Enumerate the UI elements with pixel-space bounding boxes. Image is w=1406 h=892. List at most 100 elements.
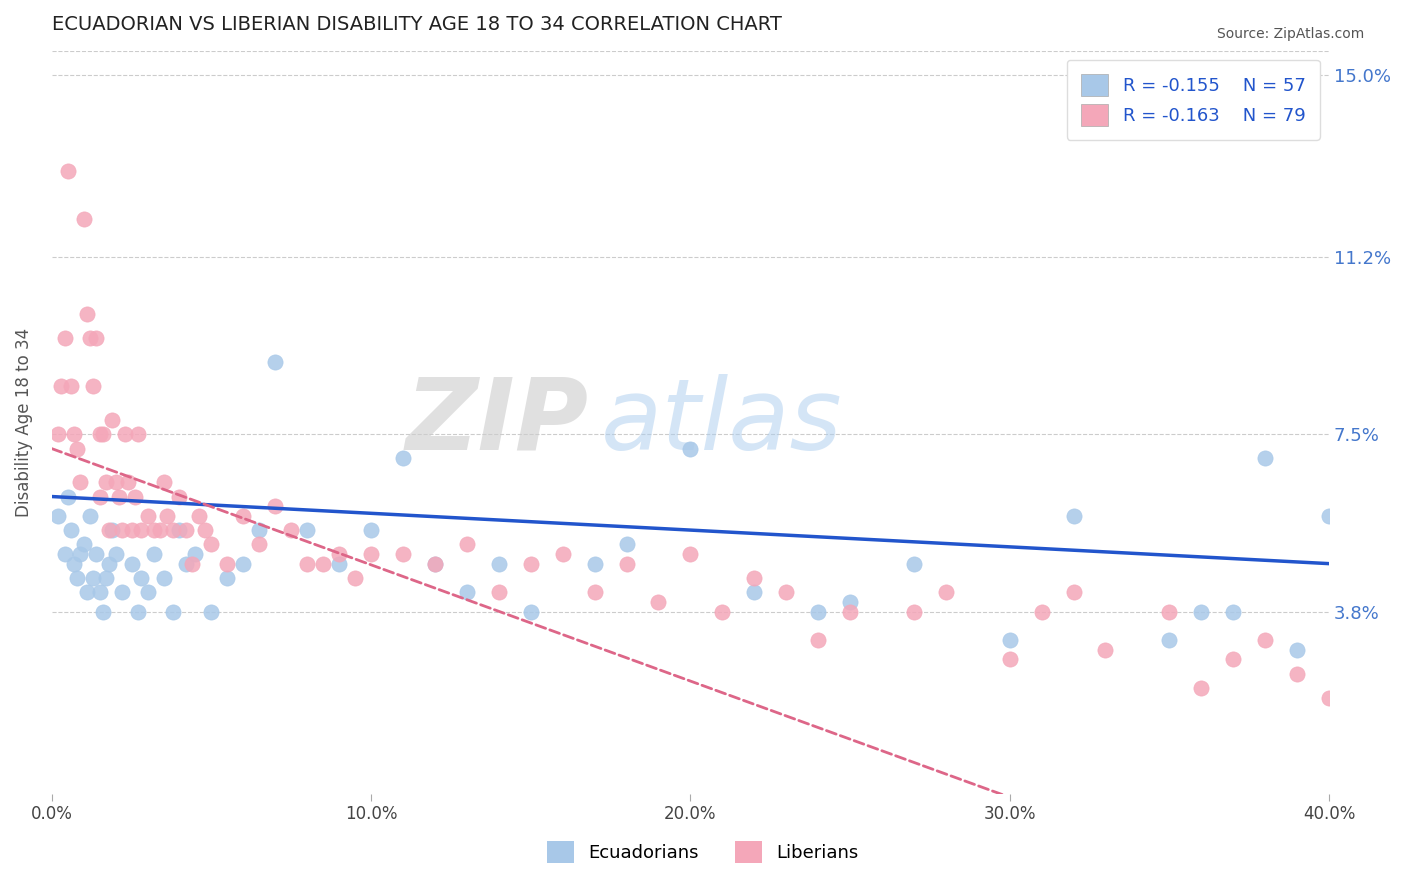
Point — [69, 475, 91, 490]
Point — [392, 547, 415, 561]
Point — [711, 605, 734, 619]
Point — [1334, 714, 1357, 729]
Point — [807, 633, 830, 648]
Point — [104, 475, 127, 490]
Point — [111, 585, 134, 599]
Point — [79, 508, 101, 523]
Point — [156, 508, 179, 523]
Point — [56, 163, 79, 178]
Point — [86, 331, 108, 345]
Point — [1286, 643, 1309, 657]
Point — [519, 557, 541, 571]
Point — [66, 571, 89, 585]
Point — [488, 557, 510, 571]
Point — [312, 557, 335, 571]
Point — [53, 547, 76, 561]
Point — [280, 523, 302, 537]
Point — [1094, 643, 1116, 657]
Point — [174, 557, 197, 571]
Text: atlas: atlas — [600, 374, 842, 471]
Point — [616, 557, 638, 571]
Point — [91, 427, 114, 442]
Point — [98, 557, 121, 571]
Point — [63, 427, 86, 442]
Point — [1222, 652, 1244, 666]
Point — [616, 537, 638, 551]
Point — [519, 605, 541, 619]
Point — [679, 547, 702, 561]
Point — [232, 557, 254, 571]
Legend: R = -0.155    N = 57, R = -0.163    N = 79: R = -0.155 N = 57, R = -0.163 N = 79 — [1067, 60, 1320, 140]
Point — [264, 499, 287, 513]
Point — [998, 652, 1021, 666]
Point — [181, 557, 204, 571]
Point — [247, 523, 270, 537]
Point — [46, 427, 69, 442]
Point — [53, 331, 76, 345]
Point — [94, 571, 117, 585]
Point — [89, 490, 111, 504]
Text: ZIP: ZIP — [405, 374, 588, 471]
Point — [152, 571, 174, 585]
Point — [1350, 729, 1372, 743]
Point — [1031, 605, 1053, 619]
Point — [136, 585, 159, 599]
Point — [742, 585, 765, 599]
Point — [86, 547, 108, 561]
Point — [264, 355, 287, 369]
Point — [217, 557, 239, 571]
Point — [162, 605, 184, 619]
Point — [94, 475, 117, 490]
Point — [456, 537, 478, 551]
Point — [149, 523, 172, 537]
Point — [647, 595, 669, 609]
Point — [169, 490, 191, 504]
Point — [46, 508, 69, 523]
Point — [903, 605, 925, 619]
Point — [903, 557, 925, 571]
Point — [127, 427, 149, 442]
Point — [91, 605, 114, 619]
Point — [232, 508, 254, 523]
Point — [73, 211, 96, 226]
Point — [114, 427, 136, 442]
Point — [82, 571, 104, 585]
Point — [59, 379, 82, 393]
Point — [583, 585, 606, 599]
Point — [1063, 585, 1085, 599]
Point — [129, 571, 152, 585]
Text: Source: ZipAtlas.com: Source: ZipAtlas.com — [1216, 27, 1364, 41]
Point — [76, 585, 98, 599]
Point — [66, 442, 89, 456]
Point — [98, 523, 121, 537]
Point — [360, 523, 382, 537]
Point — [124, 490, 146, 504]
Point — [101, 413, 124, 427]
Point — [101, 523, 124, 537]
Legend: Ecuadorians, Liberians: Ecuadorians, Liberians — [540, 834, 866, 871]
Point — [998, 633, 1021, 648]
Point — [89, 427, 111, 442]
Point — [328, 547, 350, 561]
Point — [184, 547, 207, 561]
Point — [162, 523, 184, 537]
Point — [456, 585, 478, 599]
Point — [194, 523, 217, 537]
Point — [1286, 666, 1309, 681]
Point — [935, 585, 957, 599]
Point — [174, 523, 197, 537]
Point — [247, 537, 270, 551]
Point — [142, 547, 165, 561]
Point — [152, 475, 174, 490]
Text: ECUADORIAN VS LIBERIAN DISABILITY AGE 18 TO 34 CORRELATION CHART: ECUADORIAN VS LIBERIAN DISABILITY AGE 18… — [52, 15, 782, 34]
Point — [79, 331, 101, 345]
Point — [392, 451, 415, 466]
Point — [169, 523, 191, 537]
Point — [1254, 451, 1277, 466]
Point — [1063, 508, 1085, 523]
Point — [1317, 508, 1340, 523]
Point — [775, 585, 797, 599]
Point — [344, 571, 367, 585]
Point — [1189, 681, 1212, 696]
Point — [111, 523, 134, 537]
